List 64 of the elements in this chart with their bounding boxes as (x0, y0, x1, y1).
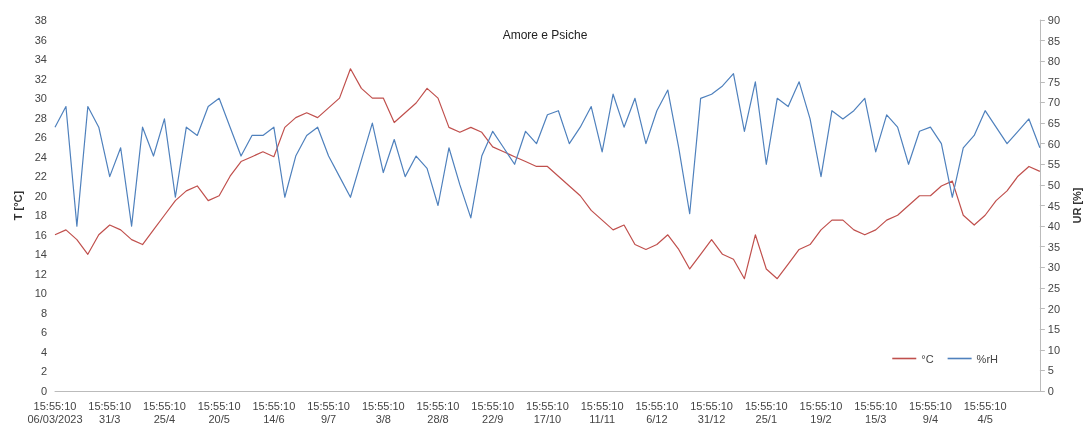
x-tick-label: 15:55:10 20/5 (197, 399, 241, 425)
x-tick-label: 15:55:10 6/12 (635, 399, 679, 425)
line-series (54, 68, 1041, 280)
y-tick-label: 26 (34, 131, 47, 144)
y2-tick-label: 90 (1047, 14, 1061, 26)
x-tick-label: 15:55:10 25/1 (744, 399, 788, 425)
x-tick-label: 15:55:10 15/3 (854, 399, 898, 425)
y2-tick-label: 50 (1047, 178, 1061, 191)
legend-label: %rH (976, 352, 999, 365)
x-tick-label: 15:55:10 28/8 (416, 399, 460, 425)
y2-tick-label: 75 (1047, 75, 1061, 88)
y2-tick-label: 55 (1047, 158, 1061, 171)
y2-tick-label: 20 (1047, 302, 1061, 315)
y2-tick-label: 85 (1047, 34, 1061, 47)
y-tick-label: 0 (40, 385, 47, 397)
x-tick-label: 15:55:10 9/7 (307, 399, 350, 425)
legend-label: °C (921, 352, 934, 365)
x-tick-label: 15:55:10 9/4 (909, 399, 952, 425)
x-tick-label: 15:55:10 11/11 (580, 399, 624, 425)
y2-tick-label: 35 (1047, 240, 1061, 253)
y-tick-label: 18 (34, 209, 47, 222)
y-axis-title: T [°C] (12, 190, 25, 221)
x-tick-label: 15:55:10 06/03/2023 (27, 399, 83, 425)
y-tick-label: 12 (34, 267, 47, 280)
x-tick-label: 15:55:10 4/5 (963, 399, 1007, 425)
y2-tick-label: 25 (1047, 281, 1061, 294)
y2-tick-label: 60 (1047, 137, 1061, 150)
y-tick-label: 34 (34, 53, 47, 66)
y-tick-label: 28 (34, 111, 47, 124)
y-tick-label: 22 (34, 170, 47, 183)
x-tick-label: 15:55:10 31/12 (690, 399, 733, 425)
y2-tick-label: 80 (1047, 55, 1061, 68)
y2-tick-label: 15 (1047, 323, 1061, 336)
x-tick-label: 15:55:10 31/3 (88, 399, 132, 425)
y2-tick-label: 0 (1047, 385, 1054, 397)
x-tick-label: 15:55:10 19/2 (799, 399, 843, 425)
line-series (54, 72, 1041, 227)
y-tick-label: 14 (34, 248, 47, 261)
y-tick-label: 24 (34, 150, 47, 163)
x-tick-label: 15:55:10 17/10 (526, 399, 569, 425)
y2-tick-label: 5 (1047, 364, 1054, 377)
y-tick-label: 10 (34, 287, 47, 300)
x-tick-label: 15:55:10 22/9 (471, 399, 515, 425)
y-tick-label: 30 (34, 92, 47, 105)
y-tick-label: 36 (34, 33, 47, 46)
y2-tick-label: 70 (1047, 96, 1061, 109)
y-tick-label: 38 (34, 14, 47, 26)
x-tick-label: 15:55:10 25/4 (143, 399, 186, 425)
y2-axis-title: UR [%] (1070, 187, 1083, 224)
text: Amore e Psiche (502, 28, 588, 42)
y2-tick-label: 10 (1047, 343, 1061, 356)
x-tick-label: 15:55:10 3/8 (361, 399, 405, 425)
y-tick-label: 4 (40, 345, 47, 358)
y-tick-label: 6 (40, 326, 47, 339)
y2-tick-label: 45 (1047, 199, 1061, 212)
y2-tick-label: 40 (1047, 220, 1061, 233)
y-tick-label: 8 (40, 306, 47, 319)
y2-tick-label: 65 (1047, 117, 1061, 130)
y-tick-label: 20 (34, 189, 47, 202)
y2-tick-label: 30 (1047, 261, 1061, 274)
y-tick-label: 2 (40, 365, 47, 378)
x-tick-label: 15:55:10 14/6 (252, 399, 296, 425)
y-tick-label: 32 (34, 72, 47, 85)
y-tick-label: 16 (34, 228, 47, 241)
